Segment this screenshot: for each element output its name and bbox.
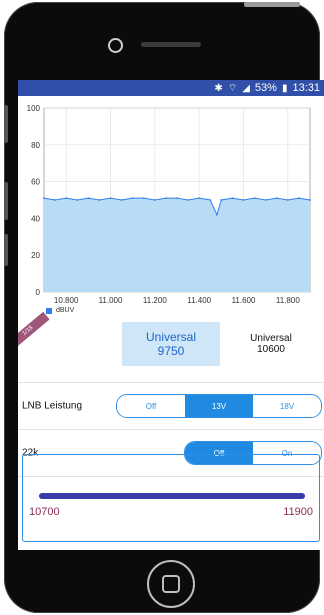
speaker-grille <box>141 42 201 47</box>
range-min-value: 10700 <box>29 506 60 518</box>
data-point <box>275 197 278 200</box>
frequency-range-slider[interactable] <box>39 493 305 499</box>
frequency-range-panel: 10700 11900 <box>22 454 320 542</box>
option-label-line2: 10600 <box>257 344 285 355</box>
x-tick-label: 11.000 <box>99 296 123 305</box>
lnb-type-selector: 1/18 Universal 9750 Universal 10600 <box>18 311 324 383</box>
22k-label: 22k <box>22 447 39 459</box>
lnb-power-toggle: Off 13V 18V <box>116 394 322 418</box>
side-button <box>4 234 8 266</box>
wifi-icon: ⌔ <box>227 82 238 94</box>
power-button <box>244 2 300 7</box>
x-tick-label: 11.200 <box>143 296 167 305</box>
series-area <box>44 198 310 292</box>
series-line <box>43 197 311 217</box>
lnb-13v-button[interactable]: 13V <box>185 395 253 417</box>
volume-up-button <box>4 105 8 143</box>
option-universal-9750[interactable]: Universal 9750 <box>122 322 220 366</box>
option-label-line1: Universal <box>145 330 196 344</box>
data-point <box>43 197 45 200</box>
battery-icon: ▮ <box>281 82 288 94</box>
data-point <box>131 197 134 200</box>
volume-down-button <box>4 182 8 220</box>
data-point <box>120 199 123 201</box>
y-tick-label: 80 <box>31 141 40 150</box>
status-bar: ✱ ⌔ ◢ 53% ▮ 13:31 <box>18 80 324 96</box>
chart-svg: 0 20 40 60 80 100 10.800 11.000 11.200 11.400 11.6… <box>27 104 311 305</box>
legend-swatch <box>46 307 52 314</box>
y-tick-label: 20 <box>31 251 40 260</box>
data-point <box>54 199 56 201</box>
battery-level: 53% <box>254 82 277 94</box>
data-point <box>142 197 145 200</box>
lnb-power-label: LNB Leistung <box>22 400 83 412</box>
x-tick-label: 11.400 <box>187 296 211 305</box>
range-max-value: 11900 <box>283 506 313 518</box>
screen: ✱ ⌔ ◢ 53% ▮ 13:31 0 20 40 60 80 100 10.800 11.0… <box>18 80 324 550</box>
bluetooth-icon: ✱ <box>214 82 223 94</box>
22k-row: 22k Off On <box>18 430 324 477</box>
data-point <box>286 199 289 201</box>
data-point <box>198 197 201 200</box>
signal-icon: ◢ <box>242 82 250 94</box>
y-tick-label: 0 <box>36 288 41 297</box>
clock: 13:31 <box>292 82 320 94</box>
22k-on-button[interactable]: On <box>253 442 321 464</box>
chart-legend: dBUV <box>46 307 74 314</box>
data-point <box>220 199 223 201</box>
option-universal-10600[interactable]: Universal 10600 <box>222 322 320 366</box>
22k-toggle: Off On <box>184 441 322 465</box>
data-point <box>76 199 79 201</box>
data-point <box>253 197 256 200</box>
option-label-line2: 9750 <box>157 344 185 358</box>
signal-chart: 0 20 40 60 80 100 10.800 11.000 11.200 11.400 11.6… <box>18 96 324 322</box>
data-point <box>98 199 101 201</box>
22k-off-button[interactable]: Off <box>185 442 253 464</box>
camera-icon <box>108 38 123 53</box>
y-tick-label: 60 <box>31 178 40 187</box>
data-point <box>87 197 90 200</box>
data-point <box>309 199 311 201</box>
lnb-18v-button[interactable]: 18V <box>253 395 321 417</box>
x-tick-label: 10.800 <box>54 296 79 305</box>
option-label-line1: Universal <box>250 333 292 344</box>
home-icon <box>162 575 180 593</box>
data-point <box>209 199 212 201</box>
y-tick-label: 100 <box>27 104 41 113</box>
data-point <box>216 213 218 216</box>
home-button[interactable] <box>147 560 195 608</box>
lnb-power-row: LNB Leistung Off 13V 18V <box>18 383 324 430</box>
x-tick-label: 11.800 <box>276 296 300 305</box>
lnb-off-button[interactable]: Off <box>117 395 185 417</box>
data-point <box>176 197 178 200</box>
phone-frame: ✱ ⌔ ◢ 53% ▮ 13:31 0 20 40 60 80 100 10.800 11.0… <box>4 2 324 613</box>
data-point <box>109 197 112 200</box>
data-point <box>187 199 189 201</box>
data-point <box>231 197 234 200</box>
x-tick-label: 11.600 <box>232 296 256 305</box>
data-point <box>264 199 267 201</box>
legend-label: dBUV <box>56 307 75 314</box>
data-point <box>242 199 245 201</box>
data-point <box>165 197 167 200</box>
data-point <box>65 197 68 200</box>
y-tick-label: 40 <box>31 214 40 223</box>
data-point <box>153 199 156 201</box>
data-point <box>298 197 300 200</box>
